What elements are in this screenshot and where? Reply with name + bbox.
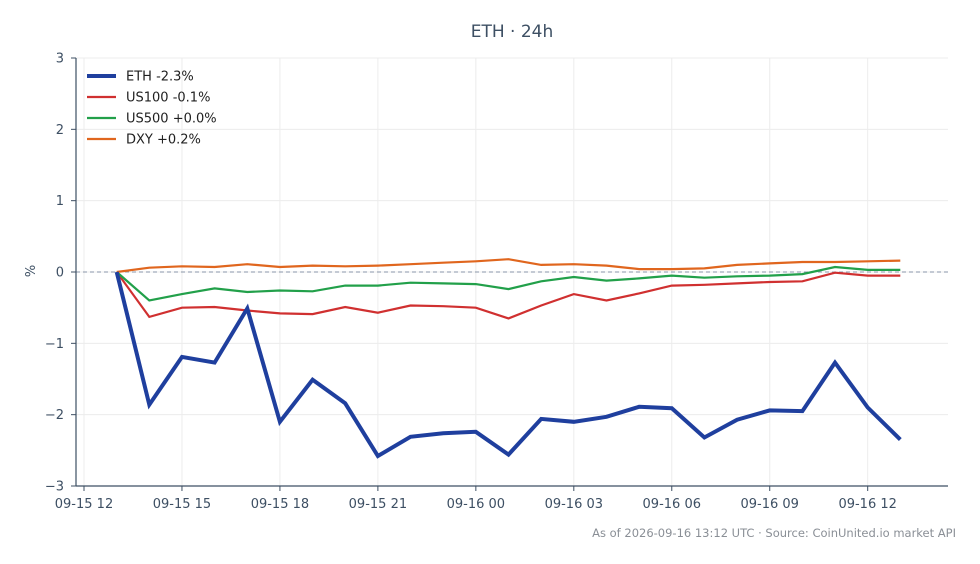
x-tick-label: 09-15 18	[251, 497, 309, 512]
y-tick-label: −2	[45, 408, 64, 423]
legend: ETH -2.3% US100 -0.1% US500 +0.0% DXY +0.2%	[87, 70, 217, 148]
series-line-0	[114, 271, 902, 459]
legend-label-3: DXY +0.2%	[126, 133, 201, 148]
x-tick-label: 09-16 12	[838, 497, 896, 512]
y-axis-label: %	[24, 265, 39, 277]
legend-label-2: US500 +0.0%	[126, 112, 217, 127]
x-ticks: 09-15 12 09-15 15 09-15 18 09-15 21 09-16 00…	[55, 486, 897, 512]
series-lines	[114, 258, 902, 459]
x-tick-label: 09-15 15	[153, 497, 211, 512]
x-tick-label: 09-16 03	[545, 497, 603, 512]
series-line-3	[116, 258, 901, 274]
x-tick-label: 09-15 12	[55, 497, 113, 512]
x-tick-label: 09-15 21	[349, 497, 407, 512]
y-tick-label: 2	[56, 123, 64, 138]
legend-label-1: US100 -0.1%	[126, 91, 210, 106]
series-line-1	[115, 271, 901, 320]
series-line-2	[115, 265, 901, 302]
footer-note: As of 2026-09-16 13:12 UTC · Source: Coi…	[592, 526, 956, 540]
y-tick-label: 3	[56, 52, 64, 67]
x-tick-label: 09-16 06	[643, 497, 701, 512]
y-tick-label: 0	[56, 266, 64, 281]
y-ticks: 3 2 1 0 −1 −2 −3	[45, 52, 76, 495]
chart-title: ETH · 24h	[471, 22, 554, 42]
x-tick-label: 09-16 00	[447, 497, 505, 512]
y-tick-label: 1	[56, 194, 64, 209]
y-tick-label: −1	[45, 337, 64, 352]
y-tick-label: −3	[45, 480, 64, 495]
x-tick-label: 09-16 09	[741, 497, 799, 512]
legend-label-0: ETH -2.3%	[126, 70, 194, 85]
